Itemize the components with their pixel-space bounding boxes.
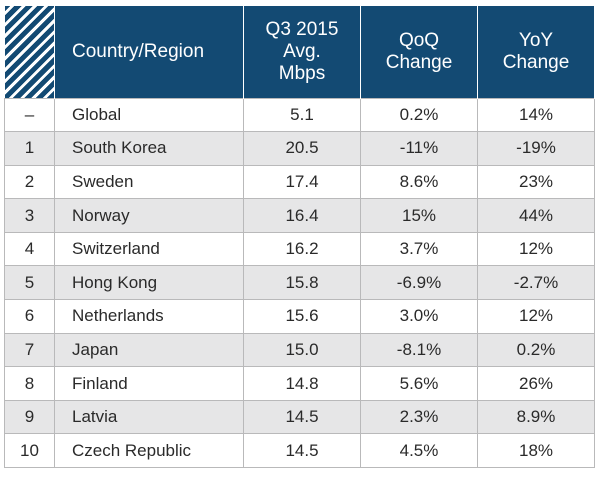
table-row-czech-republic: 10 Czech Republic 14.5 4.5% 18%	[4, 433, 595, 469]
qoq-cell: 4.5%	[360, 433, 478, 469]
header-avg-mbps-line-2: Avg.	[283, 40, 321, 62]
mbps-cell: 17.4	[243, 164, 361, 200]
rank-cell: 1	[4, 131, 55, 166]
header-qoq-change-line-1: QoQ	[398, 29, 440, 51]
mbps-cell: 14.8	[243, 366, 361, 401]
qoq-cell: 5.6%	[360, 366, 478, 401]
country-cell: South Korea	[54, 131, 244, 166]
country-cell: Sweden	[54, 164, 244, 200]
header-avg-mbps: Q3 2015 Avg. Mbps	[243, 6, 361, 98]
header-yoy-change-line-1: YoY	[518, 29, 554, 51]
country-cell: Switzerland	[54, 231, 244, 267]
rank-cell: 8	[4, 366, 55, 401]
rank-cell: 4	[4, 231, 55, 267]
country-cell: Japan	[54, 332, 244, 368]
header-qoq-change-line-2: Change	[385, 51, 453, 73]
mbps-cell: 16.4	[243, 198, 361, 233]
qoq-cell: -11%	[360, 131, 478, 166]
table-row-south-korea: 1 South Korea 20.5 -11% -19%	[4, 131, 595, 166]
rank-cell: –	[4, 97, 55, 133]
country-cell: Finland	[54, 366, 244, 401]
qoq-cell: -8.1%	[360, 332, 478, 368]
header-avg-mbps-line-3: Mbps	[278, 62, 326, 84]
rank-cell: 9	[4, 399, 55, 435]
mbps-cell: 14.5	[243, 433, 361, 469]
table-body: – Global 5.1 0.2% 14% 1 South Korea 20.5…	[4, 97, 595, 469]
header-avg-mbps-line-1: Q3 2015	[265, 18, 339, 40]
qoq-cell: 3.7%	[360, 231, 478, 267]
table-header: Country/Region Q3 2015 Avg. Mbps QoQ Cha…	[4, 6, 595, 98]
header-qoq-change: QoQ Change	[360, 6, 478, 98]
qoq-cell: -6.9%	[360, 265, 478, 301]
mbps-cell: 5.1	[243, 97, 361, 133]
yoy-cell: 23%	[477, 164, 595, 200]
header-yoy-change: YoY Change	[477, 6, 595, 98]
header-yoy-change-line-2: Change	[502, 51, 570, 73]
yoy-cell: 8.9%	[477, 399, 595, 435]
mbps-cell: 15.8	[243, 265, 361, 301]
header-row: Country/Region Q3 2015 Avg. Mbps QoQ Cha…	[4, 6, 595, 98]
qoq-cell: 8.6%	[360, 164, 478, 200]
table-row-hong-kong: 5 Hong Kong 15.8 -6.9% -2.7%	[4, 265, 595, 301]
connection-speed-table: Country/Region Q3 2015 Avg. Mbps QoQ Cha…	[4, 6, 595, 469]
rank-cell: 5	[4, 265, 55, 301]
yoy-cell: -2.7%	[477, 265, 595, 301]
yoy-cell: 18%	[477, 433, 595, 469]
country-cell: Latvia	[54, 399, 244, 435]
table-row-netherlands: 6 Netherlands 15.6 3.0% 12%	[4, 299, 595, 334]
qoq-cell: 3.0%	[360, 299, 478, 334]
yoy-cell: 14%	[477, 97, 595, 133]
table-row-latvia: 9 Latvia 14.5 2.3% 8.9%	[4, 399, 595, 435]
country-cell: Hong Kong	[54, 265, 244, 301]
header-country-region: Country/Region	[54, 6, 244, 98]
table-row-global: – Global 5.1 0.2% 14%	[4, 97, 595, 133]
yoy-cell: 12%	[477, 299, 595, 334]
qoq-cell: 15%	[360, 198, 478, 233]
table-row-switzerland: 4 Switzerland 16.2 3.7% 12%	[4, 231, 595, 267]
rank-cell: 7	[4, 332, 55, 368]
table-row-sweden: 2 Sweden 17.4 8.6% 23%	[4, 164, 595, 200]
header-country-region-label: Country/Region	[72, 40, 205, 62]
yoy-cell: 26%	[477, 366, 595, 401]
mbps-cell: 16.2	[243, 231, 361, 267]
rank-cell: 6	[4, 299, 55, 334]
country-cell: Czech Republic	[54, 433, 244, 469]
rank-cell: 2	[4, 164, 55, 200]
table-row-finland: 8 Finland 14.8 5.6% 26%	[4, 366, 595, 401]
country-cell: Netherlands	[54, 299, 244, 334]
yoy-cell: -19%	[477, 131, 595, 166]
table-row-norway: 3 Norway 16.4 15% 44%	[4, 198, 595, 233]
qoq-cell: 2.3%	[360, 399, 478, 435]
qoq-cell: 0.2%	[360, 97, 478, 133]
mbps-cell: 15.0	[243, 332, 361, 368]
table-row-japan: 7 Japan 15.0 -8.1% 0.2%	[4, 332, 595, 368]
yoy-cell: 12%	[477, 231, 595, 267]
rank-cell: 3	[4, 198, 55, 233]
mbps-cell: 20.5	[243, 131, 361, 166]
rank-cell: 10	[4, 433, 55, 469]
yoy-cell: 44%	[477, 198, 595, 233]
mbps-cell: 14.5	[243, 399, 361, 435]
yoy-cell: 0.2%	[477, 332, 595, 368]
mbps-cell: 15.6	[243, 299, 361, 334]
hatched-corner-cell	[4, 6, 55, 98]
country-cell: Global	[54, 97, 244, 133]
country-cell: Norway	[54, 198, 244, 233]
